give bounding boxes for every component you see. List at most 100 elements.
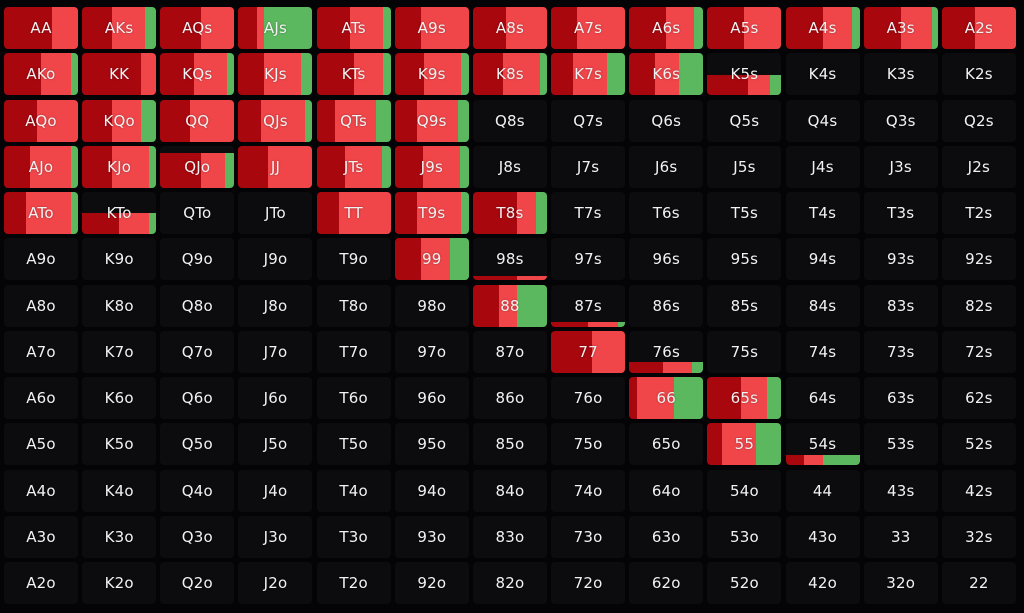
hand-cell-98s[interactable]: 98s bbox=[472, 238, 547, 281]
hand-cell-aa[interactable]: AA bbox=[4, 7, 78, 49]
hand-cell-85s[interactable]: 85s bbox=[707, 284, 782, 327]
hand-cell-qjs[interactable]: QJs bbox=[238, 99, 313, 142]
hand-cell-54o[interactable]: 54o bbox=[707, 469, 782, 512]
hand-cell-87o[interactable]: 87o bbox=[472, 330, 547, 373]
hand-cell-k9s[interactable]: K9s bbox=[394, 53, 469, 96]
hand-cell-a2o[interactable]: A2o bbox=[4, 562, 78, 604]
hand-cell-98o[interactable]: 98o bbox=[394, 284, 469, 327]
hand-cell-a4s[interactable]: A4s bbox=[785, 7, 860, 49]
hand-cell-a7o[interactable]: A7o bbox=[4, 330, 78, 373]
hand-cell-t8s[interactable]: T8s bbox=[472, 192, 547, 234]
hand-cell-kqs[interactable]: KQs bbox=[160, 53, 235, 96]
hand-cell-k7s[interactable]: K7s bbox=[551, 53, 626, 96]
hand-cell-q9s[interactable]: Q9s bbox=[394, 99, 469, 142]
hand-cell-93o[interactable]: 93o bbox=[394, 515, 469, 558]
hand-cell-q3o[interactable]: Q3o bbox=[160, 515, 235, 558]
hand-cell-42o[interactable]: 42o bbox=[785, 562, 860, 604]
hand-cell-k5o[interactable]: K5o bbox=[82, 423, 157, 466]
hand-cell-95s[interactable]: 95s bbox=[707, 238, 782, 281]
hand-cell-kjo[interactable]: KJo bbox=[82, 145, 157, 188]
hand-cell-54s[interactable]: 54s bbox=[785, 423, 860, 466]
hand-cell-q5s[interactable]: Q5s bbox=[707, 99, 782, 142]
hand-cell-q2o[interactable]: Q2o bbox=[160, 562, 235, 604]
hand-cell-a6o[interactable]: A6o bbox=[4, 377, 78, 419]
hand-cell-94o[interactable]: 94o bbox=[394, 469, 469, 512]
hand-cell-33[interactable]: 33 bbox=[863, 515, 938, 558]
hand-cell-73s[interactable]: 73s bbox=[863, 330, 938, 373]
hand-cell-k6s[interactable]: K6s bbox=[629, 53, 704, 96]
hand-cell-a8o[interactable]: A8o bbox=[4, 284, 78, 327]
hand-cell-j4o[interactable]: J4o bbox=[238, 469, 313, 512]
hand-cell-k2o[interactable]: K2o bbox=[82, 562, 157, 604]
hand-cell-72o[interactable]: 72o bbox=[551, 562, 626, 604]
hand-cell-kto[interactable]: KTo bbox=[82, 192, 157, 234]
hand-cell-a6s[interactable]: A6s bbox=[629, 7, 704, 49]
hand-cell-jto[interactable]: JTo bbox=[238, 192, 313, 234]
hand-cell-22[interactable]: 22 bbox=[941, 562, 1016, 604]
hand-cell-qts[interactable]: QTs bbox=[316, 99, 391, 142]
hand-cell-j9o[interactable]: J9o bbox=[238, 238, 313, 281]
hand-cell-97o[interactable]: 97o bbox=[394, 330, 469, 373]
hand-cell-t3o[interactable]: T3o bbox=[316, 515, 391, 558]
hand-cell-j7s[interactable]: J7s bbox=[551, 145, 626, 188]
hand-cell-96o[interactable]: 96o bbox=[394, 377, 469, 419]
hand-cell-qto[interactable]: QTo bbox=[160, 192, 235, 234]
hand-cell-kqo[interactable]: KQo bbox=[82, 99, 157, 142]
hand-cell-kts[interactable]: KTs bbox=[316, 53, 391, 96]
hand-cell-a9o[interactable]: A9o bbox=[4, 238, 78, 281]
hand-cell-77[interactable]: 77 bbox=[551, 330, 626, 373]
hand-cell-j2s[interactable]: J2s bbox=[941, 145, 1016, 188]
hand-cell-82s[interactable]: 82s bbox=[941, 284, 1016, 327]
hand-cell-72s[interactable]: 72s bbox=[941, 330, 1016, 373]
hand-cell-j8o[interactable]: J8o bbox=[238, 284, 313, 327]
hand-cell-j5o[interactable]: J5o bbox=[238, 423, 313, 466]
hand-cell-82o[interactable]: 82o bbox=[472, 562, 547, 604]
hand-cell-63o[interactable]: 63o bbox=[629, 515, 704, 558]
hand-cell-75s[interactable]: 75s bbox=[707, 330, 782, 373]
hand-cell-84s[interactable]: 84s bbox=[785, 284, 860, 327]
hand-cell-t5o[interactable]: T5o bbox=[316, 423, 391, 466]
hand-cell-65o[interactable]: 65o bbox=[629, 423, 704, 466]
hand-cell-j9s[interactable]: J9s bbox=[394, 145, 469, 188]
hand-cell-ako[interactable]: AKo bbox=[4, 53, 78, 96]
hand-cell-q9o[interactable]: Q9o bbox=[160, 238, 235, 281]
hand-cell-87s[interactable]: 87s bbox=[551, 284, 626, 327]
hand-cell-83s[interactable]: 83s bbox=[863, 284, 938, 327]
hand-cell-k2s[interactable]: K2s bbox=[941, 53, 1016, 96]
hand-cell-52o[interactable]: 52o bbox=[707, 562, 782, 604]
hand-cell-t6s[interactable]: T6s bbox=[629, 192, 704, 234]
hand-cell-k4s[interactable]: K4s bbox=[785, 53, 860, 96]
hand-cell-k7o[interactable]: K7o bbox=[82, 330, 157, 373]
hand-cell-65s[interactable]: 65s bbox=[707, 377, 782, 419]
hand-cell-j4s[interactable]: J4s bbox=[785, 145, 860, 188]
hand-cell-tt[interactable]: TT bbox=[316, 192, 391, 234]
hand-cell-k8s[interactable]: K8s bbox=[472, 53, 547, 96]
hand-cell-t2o[interactable]: T2o bbox=[316, 562, 391, 604]
hand-cell-43o[interactable]: 43o bbox=[785, 515, 860, 558]
hand-cell-83o[interactable]: 83o bbox=[472, 515, 547, 558]
hand-cell-42s[interactable]: 42s bbox=[941, 469, 1016, 512]
hand-cell-76s[interactable]: 76s bbox=[629, 330, 704, 373]
hand-cell-99[interactable]: 99 bbox=[394, 238, 469, 281]
hand-cell-t8o[interactable]: T8o bbox=[316, 284, 391, 327]
hand-cell-ats[interactable]: ATs bbox=[316, 7, 391, 49]
hand-cell-kjs[interactable]: KJs bbox=[238, 53, 313, 96]
hand-cell-t7s[interactable]: T7s bbox=[551, 192, 626, 234]
hand-cell-jj[interactable]: JJ bbox=[238, 145, 313, 188]
hand-cell-k8o[interactable]: K8o bbox=[82, 284, 157, 327]
hand-cell-93s[interactable]: 93s bbox=[863, 238, 938, 281]
hand-cell-32o[interactable]: 32o bbox=[863, 562, 938, 604]
hand-cell-q5o[interactable]: Q5o bbox=[160, 423, 235, 466]
hand-cell-k4o[interactable]: K4o bbox=[82, 469, 157, 512]
hand-cell-ato[interactable]: ATo bbox=[4, 192, 78, 234]
hand-cell-j3o[interactable]: J3o bbox=[238, 515, 313, 558]
hand-cell-jts[interactable]: JTs bbox=[316, 145, 391, 188]
hand-cell-62s[interactable]: 62s bbox=[941, 377, 1016, 419]
hand-cell-k6o[interactable]: K6o bbox=[82, 377, 157, 419]
hand-cell-j8s[interactable]: J8s bbox=[472, 145, 547, 188]
hand-cell-q8s[interactable]: Q8s bbox=[472, 99, 547, 142]
hand-cell-k3o[interactable]: K3o bbox=[82, 515, 157, 558]
hand-cell-92o[interactable]: 92o bbox=[394, 562, 469, 604]
hand-cell-a5s[interactable]: A5s bbox=[707, 7, 782, 49]
hand-cell-k5s[interactable]: K5s bbox=[707, 53, 782, 96]
